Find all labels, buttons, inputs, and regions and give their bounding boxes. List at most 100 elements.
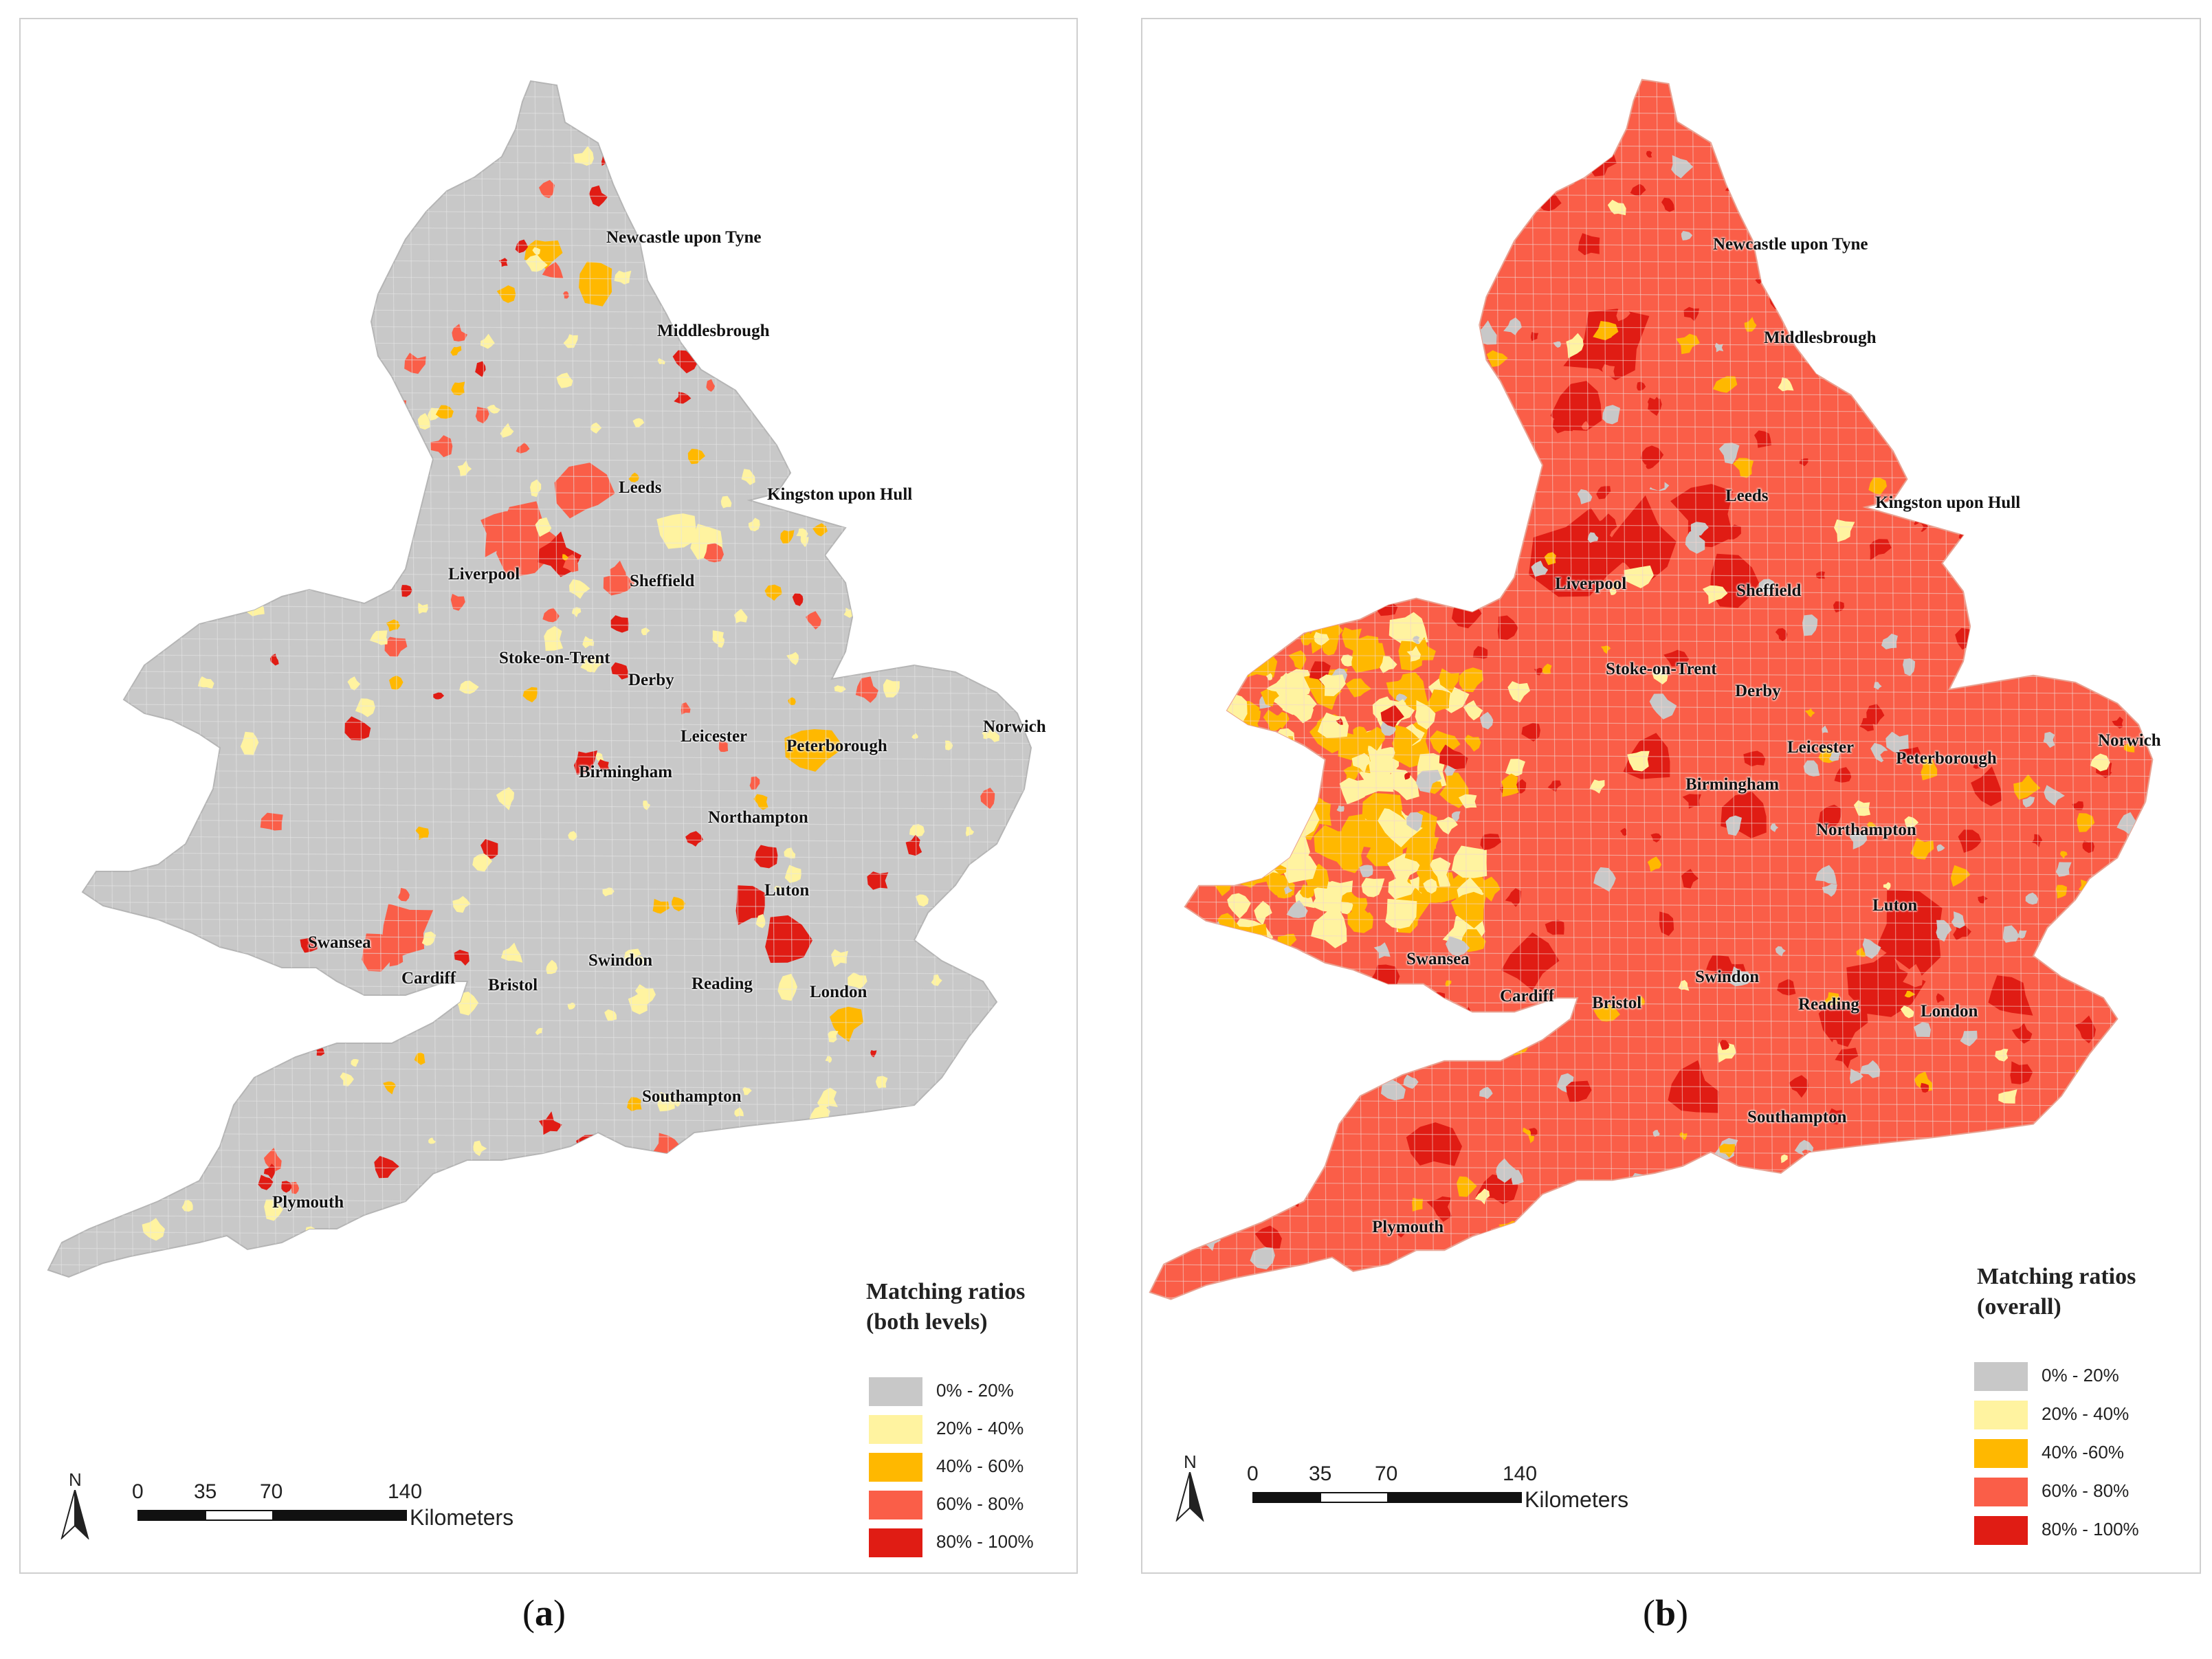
scale-tick: 35 [194, 1480, 217, 1503]
district-patch [347, 676, 361, 691]
district-patch [1630, 183, 1646, 197]
district-patch [244, 109, 265, 131]
district-patch [1008, 1153, 1017, 1160]
district-patch [1778, 95, 1792, 109]
district-patch [1726, 1275, 1745, 1293]
district-patch [1822, 725, 1828, 733]
district-patch [703, 543, 724, 563]
district-patch [75, 676, 87, 687]
district-patch [958, 1230, 977, 1249]
district-patch [1513, 491, 1528, 506]
district-patch [1360, 726, 1385, 751]
district-patch [1988, 975, 2033, 1016]
district-patch [1336, 89, 1361, 111]
district-patch [1904, 816, 1919, 830]
district-patch [475, 406, 489, 423]
district-patch [827, 1030, 839, 1043]
district-patch [1537, 1236, 1547, 1248]
district-patch [909, 824, 925, 837]
district-patch [1531, 332, 1539, 342]
district-patch [776, 1237, 787, 1251]
district-patch [74, 474, 90, 492]
district-patch [1850, 1234, 1873, 1259]
district-patch [1404, 772, 1411, 780]
district-patch [885, 527, 898, 542]
district-patch [1373, 942, 1391, 959]
district-patch [1504, 469, 1525, 492]
district-patch [544, 625, 564, 651]
district-patch [1207, 647, 1226, 664]
district-patch [2022, 797, 2035, 808]
district-patch [159, 1085, 180, 1106]
district-patch [1740, 682, 1751, 693]
district-patch [2059, 851, 2068, 859]
district-patch [487, 404, 501, 414]
district-patch [1002, 373, 1013, 383]
district-patch [1405, 454, 1426, 472]
district-patch [256, 969, 269, 983]
district-patch [2030, 434, 2047, 461]
city-label-southampton: Southampton [642, 1087, 742, 1106]
district-patch [1342, 1284, 1362, 1300]
district-patch [2125, 1054, 2139, 1070]
district-patch [774, 886, 783, 893]
district-patch [1616, 305, 1630, 322]
district-patch [1445, 980, 1452, 987]
district-patch [1712, 376, 1738, 393]
district-patch [2044, 1124, 2052, 1133]
district-patch [1260, 992, 1274, 1007]
district-patch [2032, 834, 2043, 847]
district-patch [1553, 341, 1562, 348]
district-patch [1874, 315, 1888, 333]
district-patch [181, 1200, 193, 1212]
legend-swatch [1974, 1401, 2028, 1429]
district-patch [1844, 462, 1857, 474]
district-patch [496, 787, 515, 810]
district-patch [1859, 1060, 1881, 1078]
district-patch [355, 698, 375, 717]
district-patch [1986, 129, 2009, 147]
district-patch [1268, 777, 1293, 808]
district-patch [2013, 774, 2041, 800]
district-patch [1679, 1207, 1705, 1234]
district-patch [889, 240, 900, 251]
district-patch [1998, 1089, 2017, 1104]
district-patch [1260, 689, 1279, 706]
district-patch [1296, 553, 1305, 565]
district-patch [2114, 326, 2141, 348]
district-patch [1778, 377, 1794, 392]
district-patch [418, 603, 428, 614]
district-patch [98, 377, 109, 388]
district-patch [1718, 443, 1740, 465]
district-patch [1745, 188, 1758, 208]
district-patch [1502, 538, 1516, 553]
district-patch [1347, 908, 1373, 933]
district-patch [1600, 495, 1677, 586]
district-patch [1391, 545, 1404, 555]
district-patch [1889, 1268, 1899, 1279]
district-patch [966, 897, 976, 908]
district-patch [848, 972, 867, 989]
district-patch [1879, 82, 1899, 102]
district-patch [1675, 333, 1700, 355]
district-patch [687, 448, 705, 465]
district-patch [1501, 773, 1519, 797]
district-patch [628, 993, 648, 1015]
district-patch [1265, 673, 1272, 680]
district-patch [435, 405, 454, 419]
district-patch [1986, 469, 1993, 478]
legend-label: 0% - 20% [936, 1380, 1014, 1401]
district-patch [652, 898, 670, 914]
district-patch [542, 608, 560, 623]
district-patch [1775, 628, 1788, 641]
district-patch [142, 1218, 165, 1241]
district-patch [1846, 950, 1926, 1017]
district-patch [1292, 1254, 1301, 1262]
district-patch [1821, 1181, 1844, 1199]
district-patch [1993, 839, 2008, 850]
district-patch [1175, 1084, 1193, 1107]
city-label-swindon: Swindon [588, 951, 653, 970]
district-patch [1503, 194, 1510, 203]
district-patch [2009, 640, 2030, 663]
district-patch [150, 750, 167, 764]
